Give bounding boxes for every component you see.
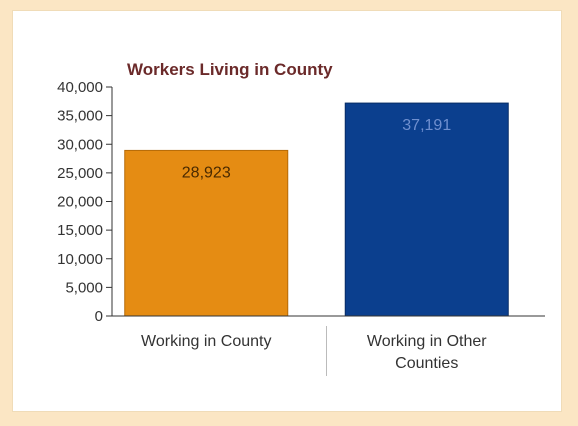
y-tick-label: 5,000 [65,279,103,296]
y-tick-label: 0 [95,308,103,325]
bar-value-label: 28,923 [182,164,231,181]
bar-value-label: 37,191 [402,117,451,134]
y-tick-label: 20,000 [57,194,103,211]
bar [124,149,289,317]
x-axis: Working in County Working in Other Countie… [112,315,545,376]
y-tick-label: 30,000 [57,136,103,153]
x-category-label: Counties [395,355,458,372]
y-tick-label: 25,000 [57,165,103,182]
chart-title: Workers Living in County [127,60,333,79]
y-tick-label: 10,000 [57,251,103,268]
x-category-label: Working in County [141,333,271,350]
x-category-label: Working in Other [367,333,487,350]
bar [344,102,509,317]
y-tick-label: 15,000 [57,222,103,239]
bars: 28,923 37,191 [124,102,509,317]
y-tick-label: 40,000 [57,79,103,96]
y-axis: 0 5,000 10,000 15,000 20,000 25,000 30,000 35,0… [57,79,113,325]
y-tick-label: 35,000 [57,108,103,125]
